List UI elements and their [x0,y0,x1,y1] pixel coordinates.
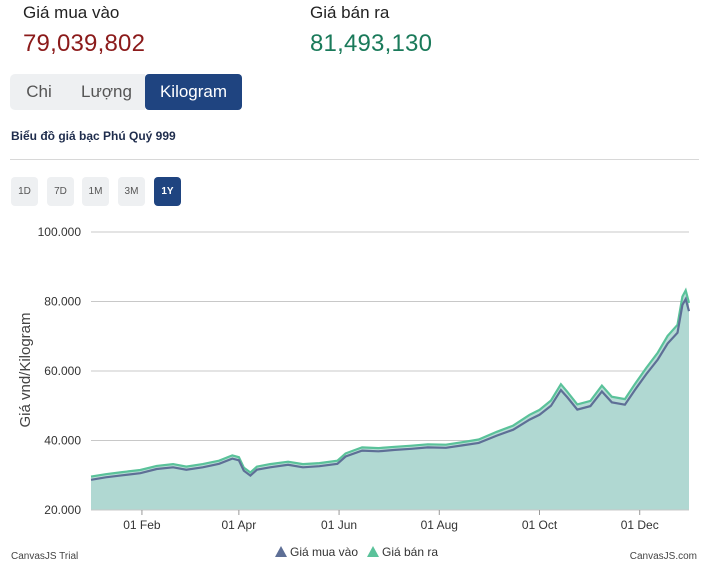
y-axis-title: Giá vnd/Kilogram [17,312,34,427]
series-areas [90,287,691,510]
sell-price-label: Giá bán ra [310,3,390,22]
sell-price-value: 81,493,130 [310,30,433,57]
y-tick-label: 40.000 [44,434,81,448]
series-area-buy [91,299,689,510]
tab-kilogram[interactable]: Kilogram [145,74,242,110]
x-tick-label: 01 Feb [123,518,161,532]
credit-right[interactable]: CanvasJS.com [630,551,697,562]
y-tick-label: 60.000 [44,364,81,378]
range-button-1m[interactable]: 1M [82,177,109,206]
legend-marker-sell [367,546,379,557]
range-button-1y[interactable]: 1Y [154,177,181,206]
legend-label-sell[interactable]: Giá bán ra [382,545,438,559]
buy-price-value: 79,039,802 [23,30,146,57]
series-line-buy [90,296,691,481]
x-tick-label: 01 Jun [321,518,357,532]
range-button-7d[interactable]: 7D [47,177,74,206]
buy-price-label: Giá mua vào [23,3,120,22]
price-chart: 20.000 40.000 60.000 80.000 100.000 01 Feb 01 … [11,225,697,562]
x-tick-label: 01 Dec [621,518,659,532]
tab-chi[interactable]: Chi [10,74,68,110]
tab-luong[interactable]: Lượng [68,74,145,110]
legend: Giá mua vào Giá bán ra [275,545,438,559]
x-tick-label: 01 Aug [421,518,458,532]
x-tick-label: 01 Oct [522,518,558,532]
series-line-sell [90,287,691,478]
range-button-1d[interactable]: 1D [11,177,38,206]
legend-marker-buy [275,546,287,557]
y-tick-label: 80.000 [44,295,81,309]
divider [10,159,699,160]
axes: 20.000 40.000 60.000 80.000 100.000 01 Feb 01 … [38,225,689,532]
y-tick-label: 100.000 [38,225,82,239]
unit-tabs: Chi Lượng Kilogram [10,74,242,110]
y-tick-label: 20.000 [44,503,81,517]
credit-left[interactable]: CanvasJS Trial [11,551,78,562]
x-tick-label: 01 Apr [222,518,257,532]
range-button-3m[interactable]: 3M [118,177,145,206]
chart-title: Biểu đồ giá bạc Phú Quý 999 [11,129,176,143]
legend-label-buy[interactable]: Giá mua vào [290,545,358,559]
